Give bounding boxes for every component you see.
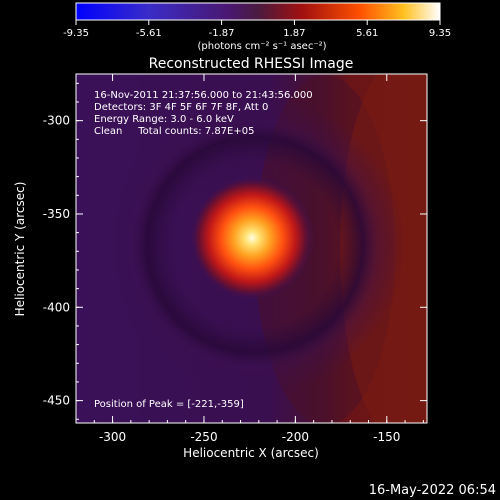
- image-title: Reconstructed RHESSI Image: [149, 56, 354, 72]
- flare-source: [190, 176, 314, 300]
- rhessi-image: [76, 74, 427, 423]
- colorbar-tick-label: -1.87: [209, 28, 235, 39]
- energy-range-label: Energy Range: 3.0 - 6.0 keV: [94, 114, 234, 125]
- colorbar-tick-label: 1.87: [283, 28, 305, 39]
- colorbar-tick-label: 5.61: [356, 28, 378, 39]
- x-axis-label: Heliocentric X (arcsec): [183, 446, 319, 460]
- y-tick-label: -400: [43, 300, 70, 314]
- y-tick-label: -300: [43, 114, 70, 128]
- colorbar-ticks: -9.35 -5.61 -1.87 1.87 5.61 9.35: [63, 20, 451, 39]
- plot-frame: [75, 73, 428, 424]
- x-axis: -300 -250 -200 -150: [93, 74, 424, 444]
- colorbar-gradient: [75, 2, 441, 21]
- colorbar-tick-label: 9.35: [429, 28, 451, 39]
- y-tick-label: -350: [43, 207, 70, 221]
- y-axis: -300 -350 -400 -450: [43, 82, 427, 420]
- peak-position-label: Position of Peak = [-221,-359]: [94, 399, 244, 410]
- x-tick-label: -150: [373, 430, 400, 444]
- colorbar-tick-label: -9.35: [63, 28, 89, 39]
- time-range-label: 16-Nov-2011 21:37:56.000 to 21:43:56.000: [94, 90, 313, 101]
- colorbar-tick-label: -5.61: [136, 28, 162, 39]
- colorbar: -9.35 -5.61 -1.87 1.87 5.61 9.35 (photons cm⁻…: [63, 2, 451, 52]
- clean-counts-label: Clean Total counts: 7.87E+05: [94, 126, 254, 137]
- x-tick-label: -250: [190, 430, 217, 444]
- y-axis-label: Heliocentric Y (arcsec): [13, 182, 27, 317]
- detectors-label: Detectors: 3F 4F 5F 6F 7F 8F, Att 0: [94, 102, 268, 113]
- timestamp: 16-May-2022 06:54: [369, 483, 496, 498]
- y-tick-label: -450: [43, 394, 70, 408]
- x-tick-label: -200: [282, 430, 309, 444]
- colorbar-units: (photons cm⁻² s⁻¹ asec⁻²): [197, 41, 326, 52]
- x-tick-label: -300: [99, 430, 126, 444]
